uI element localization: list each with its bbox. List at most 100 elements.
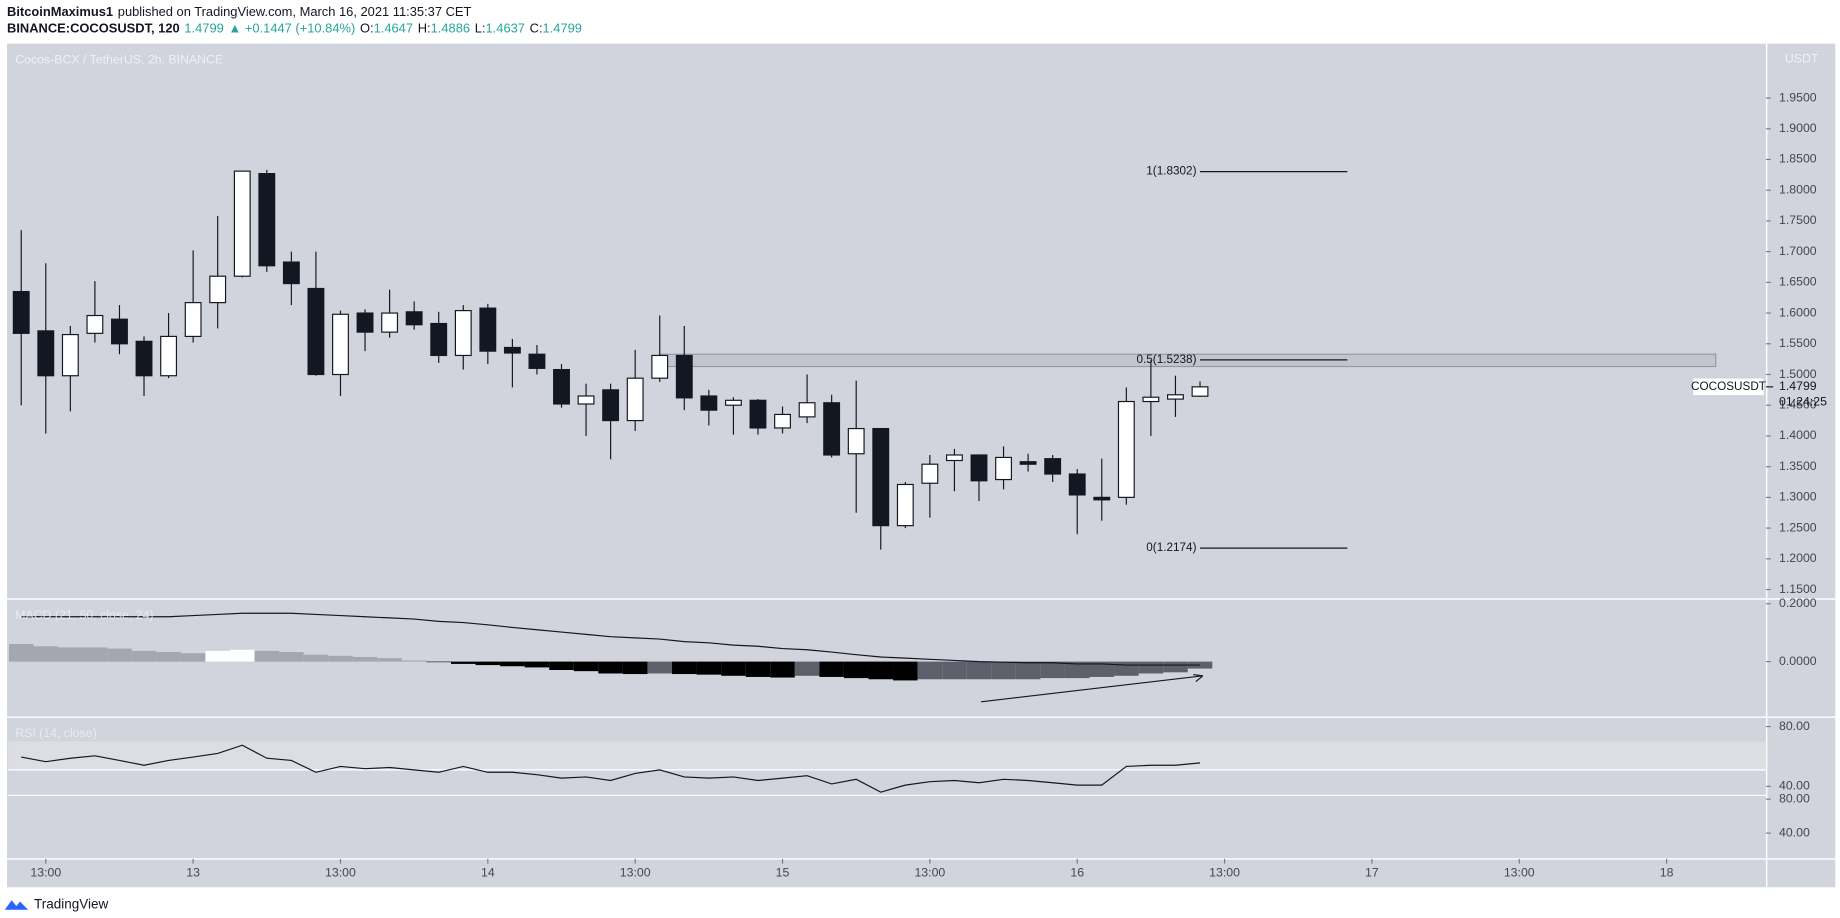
brand: TradingView: [34, 897, 108, 912]
candle-body: [332, 313, 349, 376]
x-tick-label: 13:00: [914, 865, 945, 879]
candle-body: [160, 335, 178, 377]
candle-body: [675, 354, 693, 399]
candle-body: [209, 275, 227, 304]
candle-body: [1093, 496, 1111, 501]
macd-histogram-bar: [1163, 661, 1188, 673]
macd-histogram-bar: [745, 661, 771, 677]
candle-body: [258, 173, 276, 267]
change: ▲ +0.1447 (+10.84%): [229, 21, 356, 36]
x-tick-label: 13: [186, 865, 200, 879]
y-tick-label: 1.1500: [1779, 582, 1817, 596]
candle-body: [896, 483, 914, 527]
candle-body: [872, 427, 890, 527]
candle-body: [823, 402, 841, 456]
ohlc-value: 1.4647: [374, 21, 413, 36]
macd-histogram-bar: [450, 661, 476, 664]
y-tick-label: 1.9500: [1779, 90, 1817, 104]
macd-histogram-bar: [966, 661, 992, 680]
macd-histogram-bar: [1064, 661, 1090, 679]
candle-body: [651, 354, 669, 379]
candle-body: [724, 399, 742, 406]
candle-body: [454, 310, 472, 357]
macd-histogram-bar: [598, 661, 623, 674]
y-tick-label: 1.7000: [1779, 244, 1817, 258]
macd-histogram-bar: [500, 661, 525, 667]
macd-histogram-bar: [401, 660, 427, 662]
candle-body: [847, 427, 865, 455]
symbol-tag-bg: [1693, 378, 1764, 396]
macd-histogram-bar: [1015, 661, 1041, 680]
macd-histogram-bar: [524, 661, 550, 668]
chart-title: Cocos-BCX / TetherUS, 2h, BINANCE: [15, 52, 223, 66]
candle-body: [430, 322, 448, 357]
y-tick-label: 1.8500: [1779, 152, 1817, 166]
candle-body: [356, 312, 374, 333]
macd-histogram-bar: [180, 653, 206, 662]
candle-body: [945, 454, 963, 462]
macd-histogram-bar: [303, 654, 329, 662]
macd-histogram-bar: [1114, 661, 1139, 676]
macd-histogram-bar: [696, 661, 722, 675]
candle-body: [700, 395, 718, 411]
y-tick-label: 1.5500: [1779, 336, 1817, 350]
countdown: 01:24:25: [1779, 394, 1827, 408]
y-tick-label: 1.6000: [1779, 305, 1817, 319]
y-tick-label: 40.00: [1779, 779, 1810, 793]
ohlc-value: 1.4637: [486, 21, 525, 36]
y-tick-label: 1.6500: [1779, 275, 1817, 289]
candle-body: [1019, 461, 1037, 465]
rsi-band: [8, 741, 1767, 770]
macd-histogram-bar: [647, 661, 673, 674]
candle-body: [61, 333, 79, 377]
y-tick-label: 40.00: [1779, 825, 1810, 839]
macd-histogram-bar: [377, 658, 402, 662]
trend-arrow: [980, 674, 1204, 703]
candle-body: [135, 340, 153, 377]
candle-body: [12, 290, 30, 334]
y-tick-label: 1.3500: [1779, 459, 1817, 473]
candle-body: [503, 346, 521, 354]
y-tick-label: 1.9000: [1779, 121, 1817, 135]
candle-body: [381, 312, 399, 333]
author: BitcoinMaximus1: [7, 4, 113, 19]
candle-body: [1068, 473, 1086, 496]
candle-body: [479, 307, 497, 352]
macd-histogram-bar: [942, 661, 967, 680]
ohlc-value: 1.4799: [543, 21, 582, 36]
macd-histogram-bar: [549, 661, 574, 671]
macd-histogram-bar: [991, 661, 1016, 680]
symbol: BINANCE:COCOSUSDT, 120: [7, 21, 180, 36]
macd-histogram-bar: [328, 655, 353, 662]
publish-line: BitcoinMaximus1 published on TradingView.…: [7, 4, 471, 19]
macd-histogram-bar: [917, 661, 943, 680]
candle-body: [405, 311, 423, 326]
macd-histogram-bar: [721, 661, 746, 676]
candle-body: [1044, 458, 1062, 475]
x-tick-label: 13:00: [325, 865, 356, 879]
candle-body: [577, 395, 595, 405]
y-tick-label: 1.3000: [1779, 490, 1817, 504]
candle-body: [307, 287, 325, 376]
candle-body: [86, 314, 104, 334]
price-unit: USDT: [1785, 51, 1819, 65]
macd-histogram-bar: [352, 656, 378, 662]
macd-histogram-bar: [33, 646, 59, 662]
x-tick-label: 17: [1365, 865, 1379, 879]
candle-body: [602, 389, 620, 422]
published: published on TradingView.com, March 16, …: [118, 4, 472, 19]
y-tick-label: 1.4000: [1779, 428, 1817, 442]
macd-histogram-bar: [426, 661, 451, 663]
candle-body: [233, 170, 251, 277]
y-tick-label: 1.2500: [1779, 520, 1817, 534]
macd-histogram-bar: [794, 661, 820, 676]
x-tick-label: 18: [1660, 865, 1674, 879]
quote-line: BINANCE:COCOSUSDT, 120 1.4799 ▲ +0.1447 (+…: [7, 21, 582, 36]
macd-histogram-bar: [131, 650, 157, 662]
macd-histogram-bar: [1138, 661, 1164, 674]
y-tick-label: 1.4500: [1779, 397, 1817, 411]
macd-histogram-bar: [279, 652, 304, 662]
footer-logo: TradingView: [4, 897, 108, 912]
fib-label: 0.5(1.5238): [1137, 353, 1197, 366]
candle-body: [282, 261, 300, 285]
